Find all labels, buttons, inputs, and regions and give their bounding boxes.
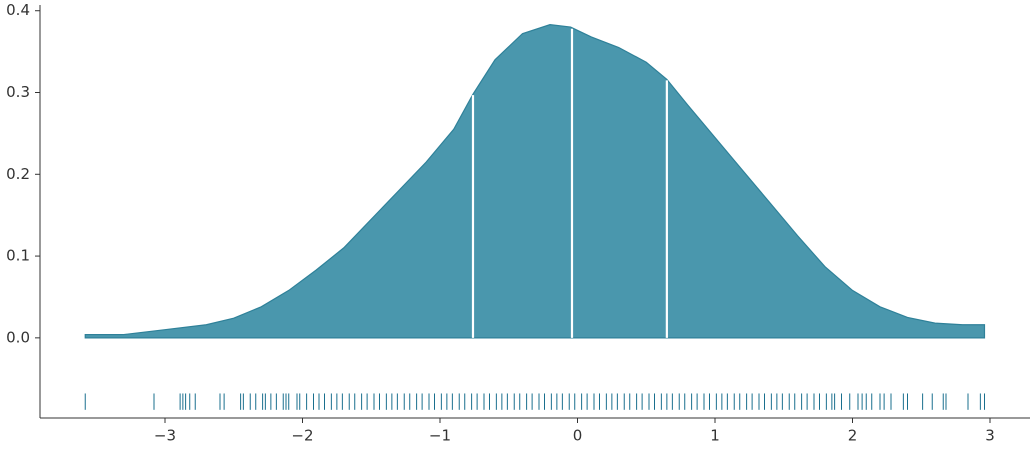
y-tick-label: 0.1 [6,247,30,265]
x-tick-label: −2 [291,427,313,445]
x-tick-label: −3 [154,427,176,445]
x-tick-label: 1 [710,427,720,445]
x-tick-label: 2 [848,427,858,445]
x-tick-label: −1 [429,427,451,445]
x-tick-label: 3 [985,427,995,445]
y-tick-label: 0.3 [6,83,30,101]
density-area [84,24,986,339]
y-tick-label: 0.2 [6,165,30,183]
x-tick-label: 0 [573,427,583,445]
y-tick-label: 0.0 [6,328,30,346]
y-tick-label: 0.4 [6,1,30,19]
